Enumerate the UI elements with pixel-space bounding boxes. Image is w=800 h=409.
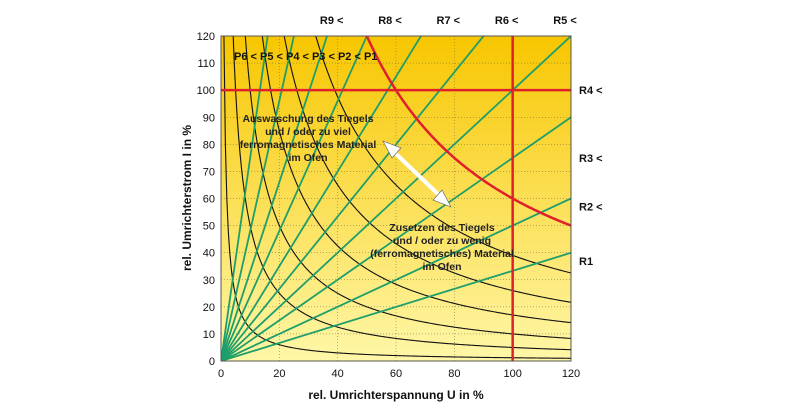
double-arrow-icon — [382, 140, 452, 208]
y-tick-label: 120 — [197, 31, 215, 43]
annotation-upper-line-4: im Ofen — [288, 152, 327, 164]
annotation-lower-line-3: (ferromagnetisches) Material — [370, 248, 514, 260]
power-legend: P6 < P5 < P4 < P3 < P2 < P1 — [234, 51, 377, 63]
y-tick-label: 20 — [203, 302, 215, 314]
x-tick-label: 120 — [562, 368, 580, 380]
top-resistance-label-4: R6 < — [495, 15, 519, 27]
top-resistance-label-2: R8 < — [378, 15, 402, 27]
y-tick-label: 90 — [203, 112, 215, 124]
right-resistance-label-4: R1 — [579, 256, 593, 268]
top-resistance-label-3: R7 < — [437, 15, 461, 27]
x-axis-label: rel. Umrichterspannung U in % — [308, 388, 484, 402]
annotation-lower: Zusetzen des Tiegels und / oder zu wenig… — [370, 222, 514, 273]
power-curve-5 — [283, 36, 571, 303]
limit-power-curve — [365, 36, 571, 227]
annotation-lower-line-1: Zusetzen des Tiegels — [389, 222, 495, 234]
power-curve-6 — [315, 36, 571, 274]
annotation-lower-line-4: im Ofen — [422, 261, 461, 273]
annotation-lower-line-2: und / oder zu wenig — [393, 235, 491, 247]
right-resistance-label-3: R2 < — [579, 202, 603, 214]
annotation-upper-line-3: ferromagnetisches Material — [240, 139, 377, 151]
plot-frame — [220, 35, 572, 362]
right-resistance-label-1: R4 < — [579, 85, 603, 97]
y-tick-label: 40 — [203, 248, 215, 260]
y-tick-label: 80 — [203, 139, 215, 151]
x-tick-label: 80 — [448, 368, 460, 380]
power-curve-3 — [244, 36, 571, 339]
annotation-upper: Auswaschung des Tiegels und / oder zu vi… — [240, 113, 377, 164]
x-tick-label: 0 — [218, 368, 224, 380]
y-tick-label: 30 — [203, 275, 215, 287]
x-tick-label: 20 — [273, 368, 285, 380]
y-tick-label: 110 — [197, 58, 215, 70]
right-resistance-label-2: R3 < — [579, 153, 603, 165]
x-tick-label: 60 — [390, 368, 402, 380]
x-tick-label: 100 — [503, 368, 521, 380]
y-tick-label: 100 — [197, 85, 215, 97]
power-curve-2 — [232, 36, 571, 351]
annotation-upper-line-2: und / oder zu viel — [265, 126, 351, 138]
y-tick-label: 0 — [209, 356, 215, 368]
top-resistance-label-1: R9 < — [320, 15, 344, 27]
annotation-upper-line-1: Auswaschung des Tiegels — [242, 113, 373, 125]
y-tick-label: 70 — [203, 166, 215, 178]
power-curve-4 — [261, 36, 571, 324]
y-axis-label: rel. Umrichterstrom I in % — [180, 125, 194, 271]
y-tick-label: 10 — [203, 329, 215, 341]
top-resistance-label-5: R5 < — [553, 15, 577, 27]
x-tick-label: 40 — [332, 368, 344, 380]
y-tick-label: 50 — [203, 221, 215, 233]
y-tick-label: 60 — [203, 194, 215, 206]
